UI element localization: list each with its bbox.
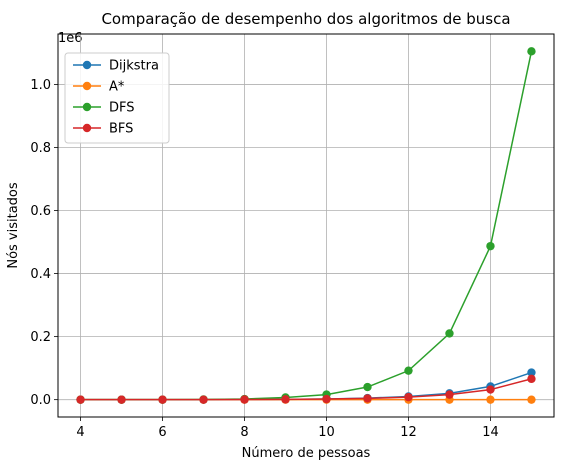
y-tick-label: 1.0: [30, 78, 51, 93]
data-point-a: [527, 395, 536, 404]
ticks-group: 4 6 8 10 12 14 0.0 0.2 0.4 0.6 0.8 1.0: [30, 78, 498, 440]
data-point-bfs: [486, 385, 495, 394]
legend-label-a: A*: [109, 80, 125, 95]
y-tick-label: 0.6: [30, 204, 51, 219]
x-tick-label: 6: [158, 425, 166, 440]
data-point-bfs: [199, 395, 208, 404]
legend-marker-dfs: [82, 102, 92, 112]
y-axis-label: Nós visitados: [6, 182, 21, 269]
legend-marker-a: [82, 81, 92, 91]
x-tick-label: 14: [482, 425, 499, 440]
y-tick-label: 0.4: [30, 267, 51, 282]
x-axis-label: Número de pessoas: [242, 446, 371, 461]
data-point-bfs: [76, 395, 85, 404]
y-offset-text: 1e6: [58, 31, 83, 46]
data-point-bfs: [158, 395, 167, 404]
data-point-bfs: [281, 395, 290, 404]
data-point-bfs: [240, 395, 249, 404]
series-bfs: [76, 374, 536, 404]
y-tick-label: 0.8: [30, 141, 51, 156]
x-tick-label: 10: [318, 425, 335, 440]
data-point-dfs: [363, 382, 372, 392]
series-group: [76, 47, 536, 404]
y-tick-label: 0.2: [30, 330, 51, 345]
data-point-bfs: [117, 395, 126, 404]
legend-box: [64, 52, 170, 144]
data-point-dfs: [445, 329, 454, 338]
data-point-a: [486, 395, 495, 404]
x-tick-label: 4: [76, 425, 84, 440]
data-point-bfs: [363, 394, 372, 403]
data-point-dfs: [404, 366, 413, 375]
y-tick-label: 0.0: [30, 393, 51, 408]
data-point-bfs: [445, 390, 454, 399]
data-point-dfs: [527, 47, 536, 56]
legend-label-bfs: BFS: [109, 122, 133, 137]
legend-marker-bfs: [82, 123, 92, 133]
data-point-bfs: [322, 394, 331, 404]
data-point-bfs: [404, 392, 413, 402]
data-point-bfs: [527, 374, 536, 384]
legend-label-dijkstra: Dijkstra: [109, 59, 159, 74]
x-tick-label: 12: [400, 425, 417, 440]
plot-frame: [57, 33, 555, 418]
data-point-dijkstra: [527, 368, 536, 377]
series-line-bfs: [80, 378, 532, 401]
legend: Dijkstra A* DFS BFS: [64, 52, 170, 144]
legend-marker-dijkstra: [82, 60, 92, 70]
x-tick-label: 8: [240, 425, 248, 440]
data-point-dfs: [486, 241, 495, 251]
chart-title: Comparação de desempenho dos algoritmos …: [101, 10, 510, 28]
legend-label-dfs: DFS: [109, 101, 135, 116]
